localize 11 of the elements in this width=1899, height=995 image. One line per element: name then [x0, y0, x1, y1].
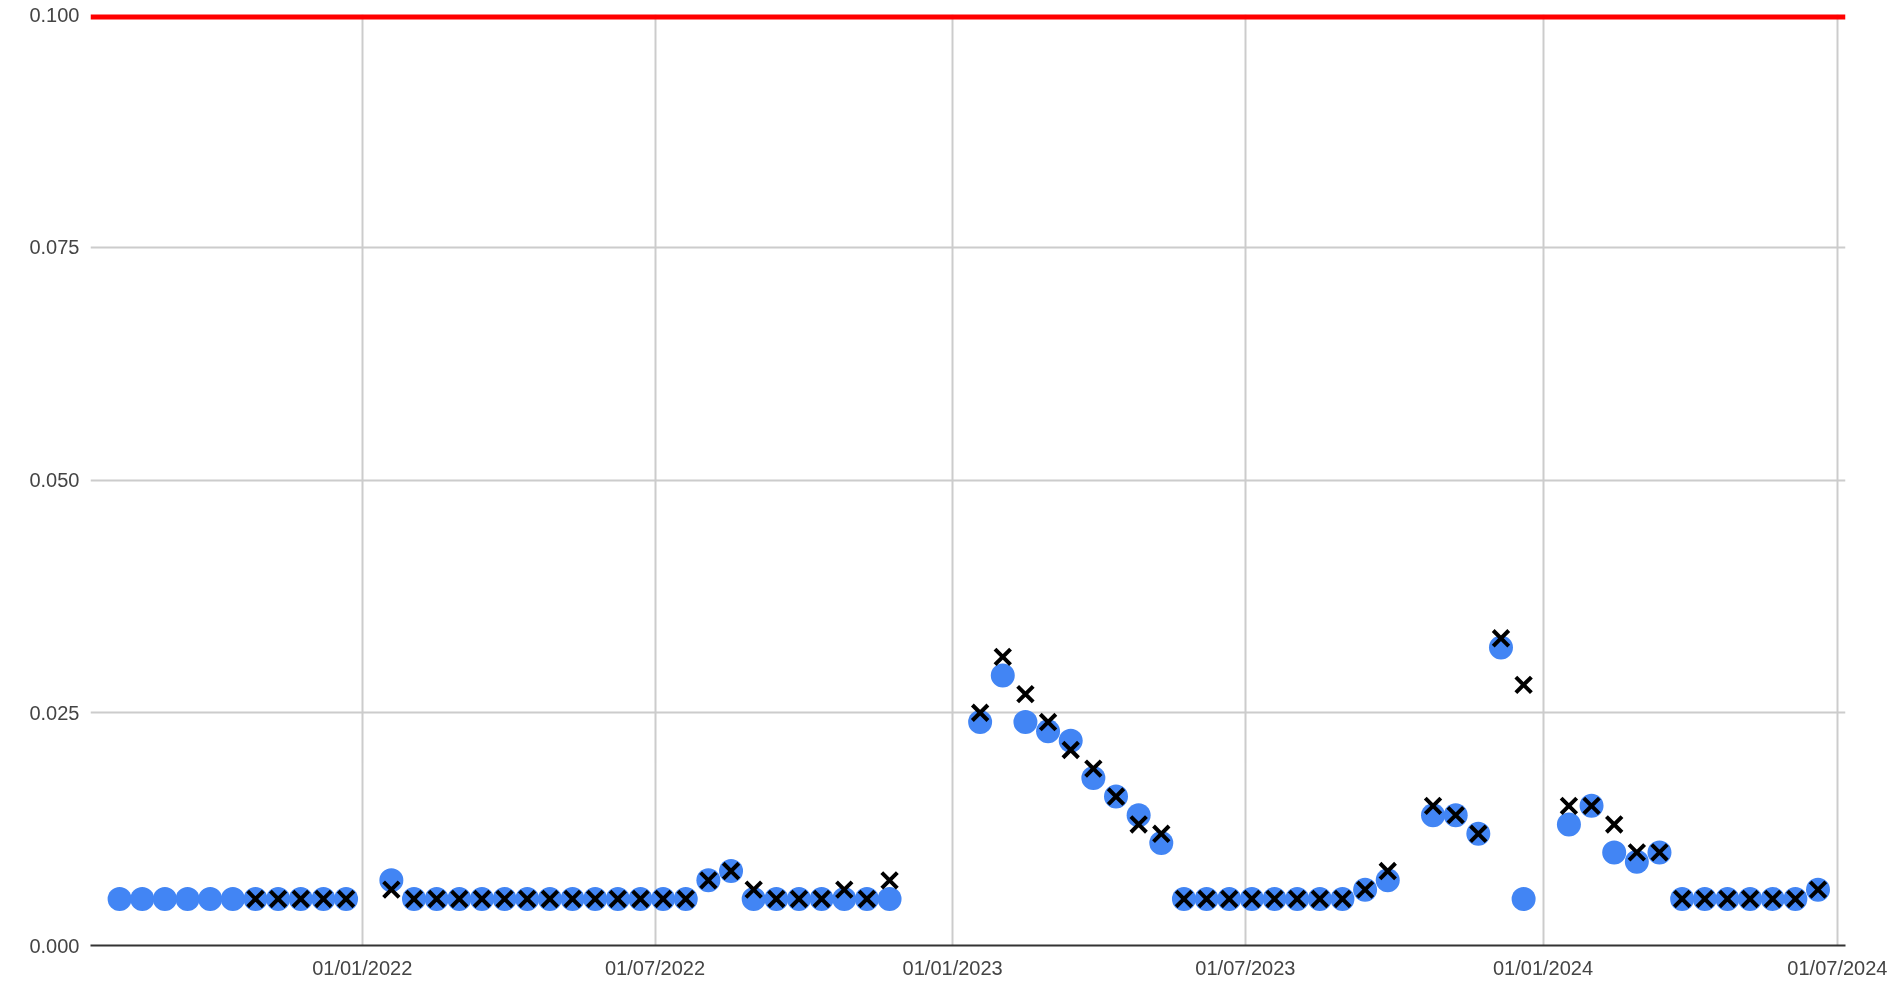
x-tick-label: 01/07/2023 — [1195, 956, 1296, 979]
x-tick-label: 01/07/2022 — [604, 956, 706, 979]
y-tick-label: 0.000 — [29, 934, 80, 957]
x-tick-label: 01/07/2024 — [1787, 956, 1888, 979]
x-tick-label: 01/01/2023 — [902, 956, 1003, 979]
y-tick-label: 0.100 — [29, 3, 80, 26]
y-tick-label: 0.050 — [29, 469, 80, 491]
x-tick-label: 01/01/2024 — [1492, 956, 1594, 979]
x-tick-label: 01/01/2022 — [312, 956, 413, 979]
y-tick-label: 0.075 — [29, 236, 80, 259]
y-tick-label: 0.025 — [29, 701, 80, 724]
